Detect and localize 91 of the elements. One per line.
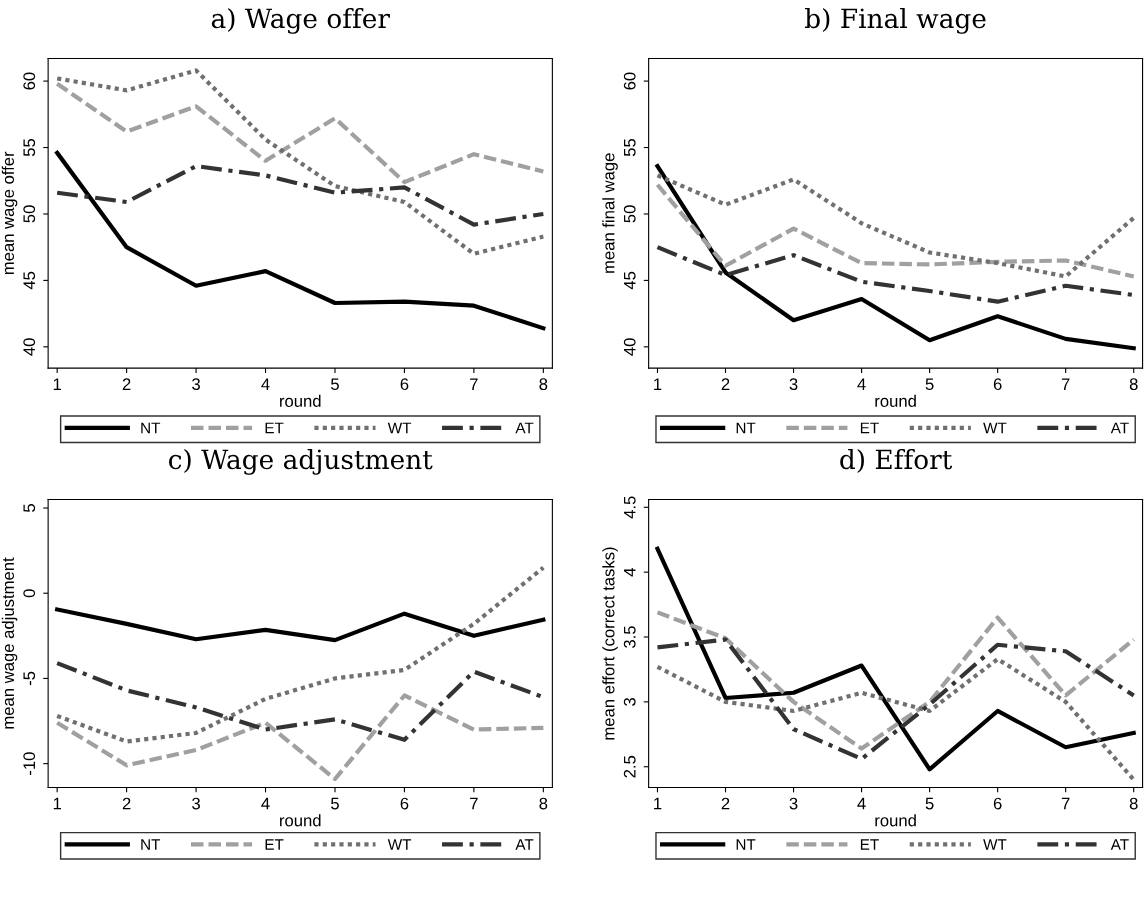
x-tick-label: 2 xyxy=(721,378,730,390)
legend-label: AT xyxy=(515,839,534,850)
x-tick-label: 1 xyxy=(53,378,61,390)
legend-label: AT xyxy=(515,422,534,434)
x-axis-title: round xyxy=(875,814,916,827)
line-series xyxy=(55,607,546,643)
y-tick-label: -5 xyxy=(23,671,36,686)
x-tick-label: 8 xyxy=(539,797,548,810)
y-tick-label: 60 xyxy=(623,72,636,90)
x-tick-label: 7 xyxy=(1061,378,1070,390)
x-tick-label: 7 xyxy=(1061,797,1070,810)
legend-label: AT xyxy=(1110,839,1129,850)
x-tick-label: 8 xyxy=(1129,797,1138,810)
legend-label: NT xyxy=(736,422,756,434)
legend-label: WT xyxy=(983,422,1007,434)
x-tick-label: 6 xyxy=(400,378,409,391)
line-series xyxy=(55,693,546,782)
x-tick-label: 5 xyxy=(331,378,339,391)
legend-label: WT xyxy=(983,839,1007,850)
x-tick-label: 2 xyxy=(721,797,730,810)
legend-label: ET xyxy=(265,839,284,850)
legend-label: AT xyxy=(1110,422,1129,434)
y-tick-label: 0 xyxy=(23,589,36,598)
legend-label: NT xyxy=(141,839,161,850)
line-series xyxy=(55,150,546,331)
line-series xyxy=(55,164,546,227)
x-tick-label: 8 xyxy=(1129,378,1138,391)
x-tick-label: 6 xyxy=(993,378,1002,391)
y-tick-label: 4 xyxy=(623,568,636,577)
x-tick-label: 1 xyxy=(654,378,662,390)
y-tick-label: -10 xyxy=(23,752,36,775)
x-tick-label: 5 xyxy=(331,797,339,810)
line-series xyxy=(655,164,1136,351)
legend-label: NT xyxy=(736,839,756,850)
chart-title: b) Final wage xyxy=(805,7,986,34)
line-series xyxy=(655,546,1136,772)
x-tick-label: 4 xyxy=(857,797,866,810)
y-tick-label: 50 xyxy=(23,205,36,223)
y-tick-label: 40 xyxy=(23,338,36,356)
legend-label: WT xyxy=(387,422,412,434)
y-tick-label: 40 xyxy=(623,338,636,356)
y-tick-label: 5 xyxy=(23,504,36,512)
y-tick-label: 4.5 xyxy=(623,496,636,519)
line-series xyxy=(655,610,1136,751)
line-series xyxy=(655,656,1136,782)
y-axis-title: mean effort (correct tasks) xyxy=(602,547,618,740)
x-tick-label: 2 xyxy=(122,797,131,810)
chart-title: c) Wage adjustment xyxy=(169,448,433,475)
x-tick-label: 3 xyxy=(192,797,200,810)
y-tick-label: 3 xyxy=(623,697,636,706)
legend-label: ET xyxy=(860,422,879,434)
x-axis-title: round xyxy=(280,394,321,407)
x-axis-title: round xyxy=(875,394,916,407)
legend-label: WT xyxy=(387,839,412,850)
x-tick-label: 4 xyxy=(261,378,270,390)
x-tick-label: 4 xyxy=(857,378,866,390)
y-axis-title: mean wage offer xyxy=(1,151,18,275)
x-tick-label: 7 xyxy=(470,797,478,810)
y-tick-label: 45 xyxy=(623,271,636,290)
y-tick-label: 45 xyxy=(23,271,36,290)
chart-title: d) Effort xyxy=(840,448,953,474)
x-tick-label: 2 xyxy=(122,378,131,390)
x-tick-label: 3 xyxy=(789,378,798,391)
x-axis-title: round xyxy=(280,814,321,827)
line-series xyxy=(55,81,546,185)
line-series xyxy=(55,68,546,256)
x-tick-label: 5 xyxy=(925,797,934,810)
y-tick-label: 2.5 xyxy=(623,755,636,778)
line-series xyxy=(655,637,1136,762)
x-tick-label: 6 xyxy=(993,797,1002,810)
y-tick-label: 55 xyxy=(623,138,636,157)
y-tick-label: 55 xyxy=(23,138,36,157)
y-tick-label: 60 xyxy=(23,72,36,90)
legend-label: ET xyxy=(860,839,879,850)
x-tick-label: 1 xyxy=(654,797,662,810)
y-tick-label: 50 xyxy=(623,205,636,223)
x-tick-label: 6 xyxy=(400,797,409,810)
x-tick-label: 1 xyxy=(53,797,61,810)
legend-label: ET xyxy=(265,422,284,434)
line-series xyxy=(55,565,546,744)
x-tick-label: 3 xyxy=(789,797,798,810)
x-tick-label: 7 xyxy=(470,378,478,390)
legend-label: NT xyxy=(141,422,161,434)
x-tick-label: 8 xyxy=(539,378,548,391)
x-tick-label: 3 xyxy=(192,378,200,391)
y-axis-title: mean final wage xyxy=(602,153,618,273)
y-tick-label: 3.5 xyxy=(623,626,636,648)
x-tick-label: 5 xyxy=(925,378,934,391)
chart-title: a) Wage offer xyxy=(211,7,391,34)
y-axis-title: mean wage adjustment xyxy=(1,557,18,729)
x-tick-label: 4 xyxy=(261,797,270,810)
